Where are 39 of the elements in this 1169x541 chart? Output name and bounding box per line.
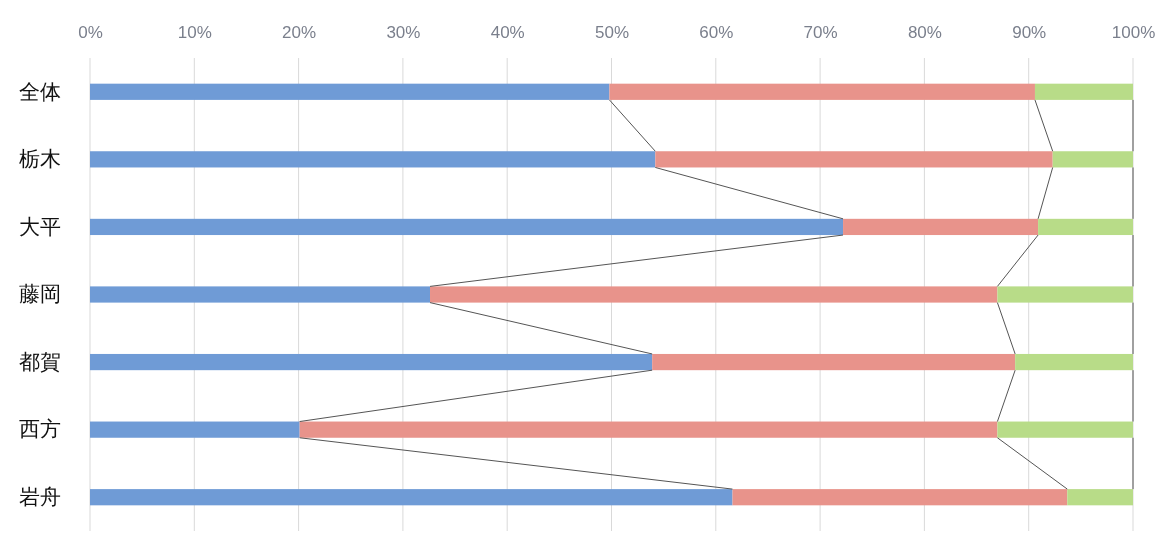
x-tick-label: 40% xyxy=(490,23,525,42)
bar xyxy=(609,83,1035,100)
x-tick-label: 10% xyxy=(177,23,212,42)
y-tick-label: 西方 xyxy=(19,417,61,441)
bar xyxy=(1015,353,1133,371)
bar xyxy=(732,489,1068,506)
y-tick-label: 岩舟 xyxy=(19,484,61,508)
bar xyxy=(90,353,653,371)
bar xyxy=(1038,218,1133,236)
bar xyxy=(997,421,1133,438)
x-tick-label: 100% xyxy=(1111,23,1156,42)
bar xyxy=(1052,151,1133,168)
y-tick-label: 大平 xyxy=(19,214,61,238)
x-tick-label: 30% xyxy=(386,23,421,42)
x-tick-label: 80% xyxy=(907,23,942,42)
bar xyxy=(843,218,1039,236)
bar xyxy=(90,151,656,168)
x-tick-label: 20% xyxy=(282,23,317,42)
bar xyxy=(90,218,844,236)
y-tick-label: 全体 xyxy=(19,79,61,103)
bar xyxy=(299,421,998,438)
x-tick-label: 90% xyxy=(1012,23,1047,42)
bar xyxy=(90,489,733,506)
bar xyxy=(430,286,998,303)
x-tick-label: 0% xyxy=(78,23,103,42)
bar xyxy=(90,421,300,438)
y-tick-label: 都賀 xyxy=(19,349,61,373)
bar xyxy=(655,151,1053,168)
bar xyxy=(652,353,1016,371)
y-tick-label: 栃木 xyxy=(19,147,61,171)
x-tick-label: 50% xyxy=(594,23,630,42)
bar xyxy=(1034,83,1133,100)
x-tick-label: 70% xyxy=(803,23,838,42)
bar xyxy=(997,286,1133,303)
bar xyxy=(90,83,610,100)
bar xyxy=(1067,489,1133,506)
bar xyxy=(90,286,431,303)
x-tick-label: 60% xyxy=(699,23,734,42)
y-tick-label: 藤岡 xyxy=(19,282,61,306)
